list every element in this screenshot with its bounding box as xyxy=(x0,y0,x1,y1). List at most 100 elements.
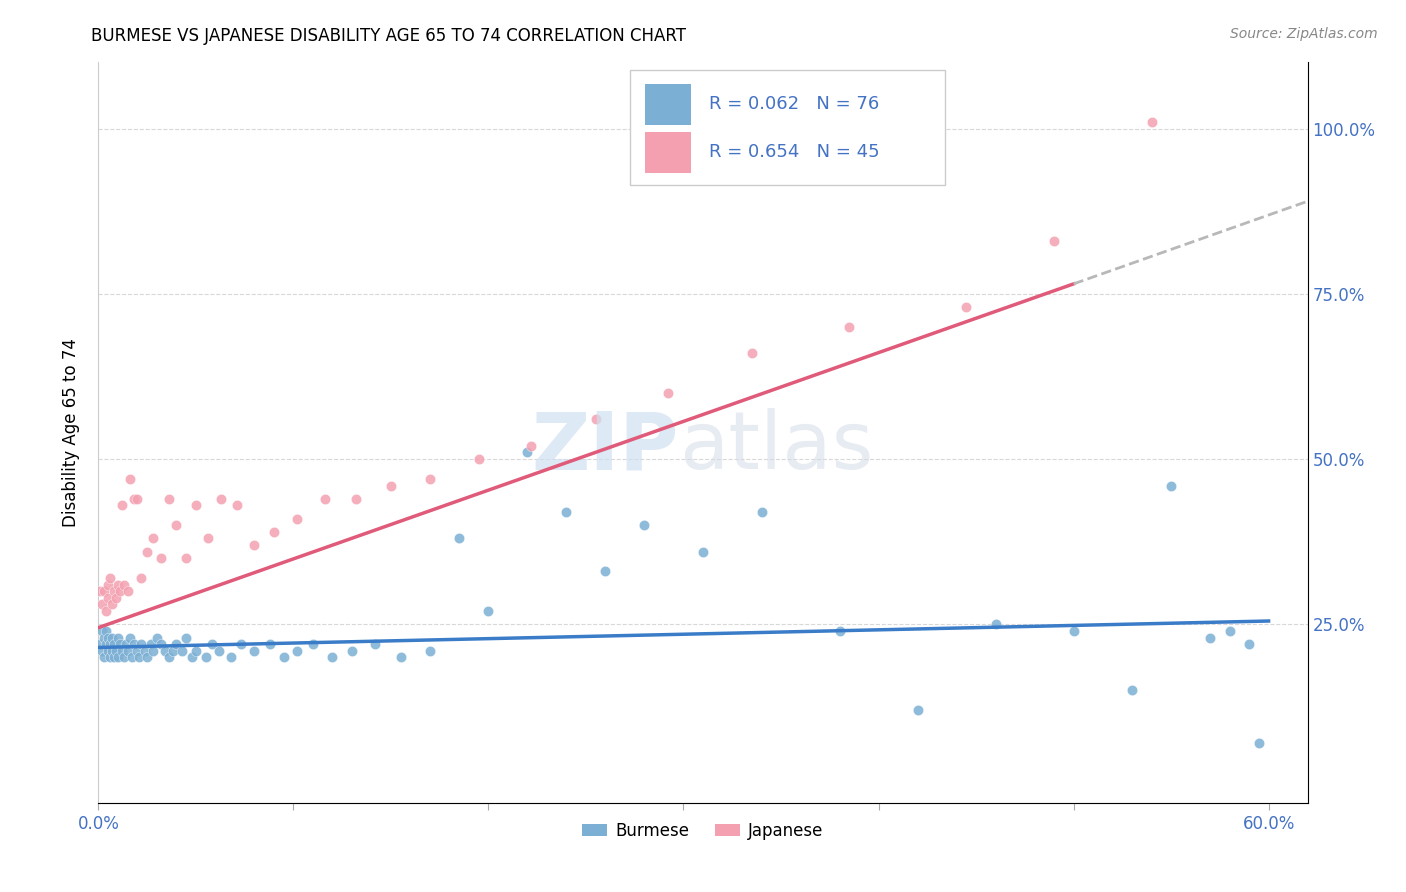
Point xyxy=(302,637,325,651)
Point xyxy=(153,644,176,658)
Point xyxy=(555,505,578,519)
Point xyxy=(321,650,343,665)
Point xyxy=(184,499,207,513)
Point xyxy=(1121,683,1143,698)
Point xyxy=(93,631,115,645)
Point xyxy=(127,491,149,506)
Point xyxy=(314,491,336,506)
Point xyxy=(128,650,150,665)
Point xyxy=(380,478,402,492)
Point xyxy=(134,644,156,658)
Point xyxy=(101,598,124,612)
Point xyxy=(657,386,679,401)
Point xyxy=(108,584,131,599)
Point xyxy=(93,584,115,599)
Point xyxy=(139,637,162,651)
Point xyxy=(184,644,207,658)
Bar xyxy=(645,132,690,173)
Point xyxy=(97,631,120,645)
Point xyxy=(633,518,655,533)
Point xyxy=(98,571,121,585)
Point xyxy=(149,551,172,566)
Point xyxy=(142,532,165,546)
Point xyxy=(516,445,538,459)
Point xyxy=(108,637,131,651)
Bar xyxy=(645,84,690,125)
Point xyxy=(121,650,143,665)
Point xyxy=(104,644,127,658)
Point xyxy=(389,650,412,665)
Point xyxy=(209,491,232,506)
Point xyxy=(117,644,139,658)
Point xyxy=(907,703,929,717)
Point xyxy=(122,491,145,506)
Point xyxy=(131,637,153,651)
Point xyxy=(97,644,120,658)
Point xyxy=(157,491,180,506)
Point xyxy=(112,650,135,665)
Point xyxy=(103,650,125,665)
Point xyxy=(285,511,308,525)
Point xyxy=(1247,736,1270,750)
Point xyxy=(149,637,172,651)
Point xyxy=(101,631,124,645)
Point xyxy=(1237,637,1260,651)
Point xyxy=(91,624,114,638)
FancyBboxPatch shape xyxy=(630,70,945,185)
Text: atlas: atlas xyxy=(679,409,873,486)
Point xyxy=(263,524,285,539)
Point xyxy=(984,617,1007,632)
Point xyxy=(1199,631,1222,645)
Point xyxy=(172,644,194,658)
Point xyxy=(243,538,266,552)
Point xyxy=(111,644,134,658)
Point xyxy=(520,439,543,453)
Point xyxy=(104,591,127,605)
Point xyxy=(96,604,118,618)
Point xyxy=(219,650,242,665)
Text: ZIP: ZIP xyxy=(531,409,679,486)
Point xyxy=(467,452,489,467)
Point xyxy=(259,637,281,651)
Point xyxy=(741,346,763,360)
Legend: Burmese, Japanese: Burmese, Japanese xyxy=(576,815,830,847)
Point xyxy=(101,644,124,658)
Point xyxy=(174,631,197,645)
Point xyxy=(111,499,134,513)
Point xyxy=(107,631,129,645)
Point xyxy=(103,584,125,599)
Point xyxy=(419,644,441,658)
Point xyxy=(208,644,231,658)
Y-axis label: Disability Age 65 to 74: Disability Age 65 to 74 xyxy=(62,338,80,527)
Point xyxy=(344,491,367,506)
Point xyxy=(1219,624,1241,638)
Point xyxy=(98,637,121,651)
Point xyxy=(97,577,120,591)
Point xyxy=(98,650,121,665)
Point xyxy=(449,532,471,546)
Point xyxy=(114,637,136,651)
Text: R = 0.654   N = 45: R = 0.654 N = 45 xyxy=(709,144,880,161)
Point xyxy=(828,624,851,638)
Point xyxy=(595,565,617,579)
Point xyxy=(1043,234,1066,248)
Point xyxy=(107,650,129,665)
Point xyxy=(103,637,125,651)
Point xyxy=(194,650,217,665)
Point xyxy=(118,631,141,645)
Text: R = 0.062   N = 76: R = 0.062 N = 76 xyxy=(709,95,879,113)
Point xyxy=(136,650,159,665)
Point xyxy=(93,650,115,665)
Point xyxy=(97,591,120,605)
Point xyxy=(96,637,118,651)
Point xyxy=(96,624,118,638)
Point xyxy=(146,631,169,645)
Point xyxy=(273,650,295,665)
Point xyxy=(162,644,184,658)
Point xyxy=(955,300,977,314)
Point xyxy=(229,637,252,651)
Point xyxy=(340,644,363,658)
Point xyxy=(127,644,149,658)
Point xyxy=(1140,115,1163,129)
Point xyxy=(285,644,308,658)
